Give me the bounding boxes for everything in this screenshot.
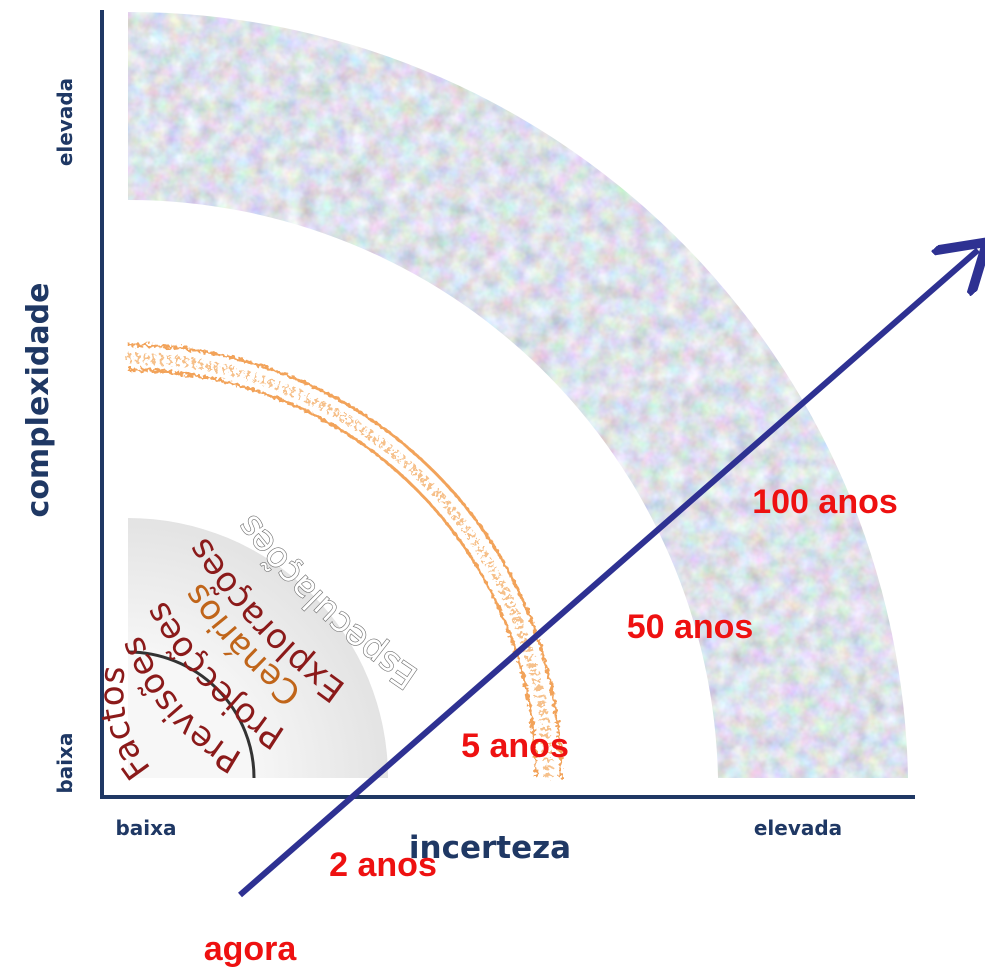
y-axis-low-label: baixa	[53, 732, 77, 793]
x-axis-low-label: baixa	[115, 816, 176, 840]
previsoes-band	[128, 518, 388, 778]
x-axis-high-label: elevada	[754, 816, 842, 840]
time-arrow	[238, 250, 978, 898]
y-axis-high-label: elevada	[53, 78, 77, 166]
cenarios-band	[127, 343, 563, 779]
time-label-5-anos: 5 anos	[461, 727, 569, 765]
time-label-2-anos: 2 anos	[329, 846, 437, 884]
start-label-agora: agora	[204, 930, 298, 968]
x-axis-title: incerteza	[409, 830, 571, 866]
time-label-100-anos: 100 anos	[752, 483, 898, 521]
especulacoes-band	[128, 11, 908, 778]
factos-arc	[127, 650, 256, 779]
time-label-50-anos: 50 anos	[627, 608, 754, 646]
y-axis-title: complexidade	[21, 283, 56, 518]
